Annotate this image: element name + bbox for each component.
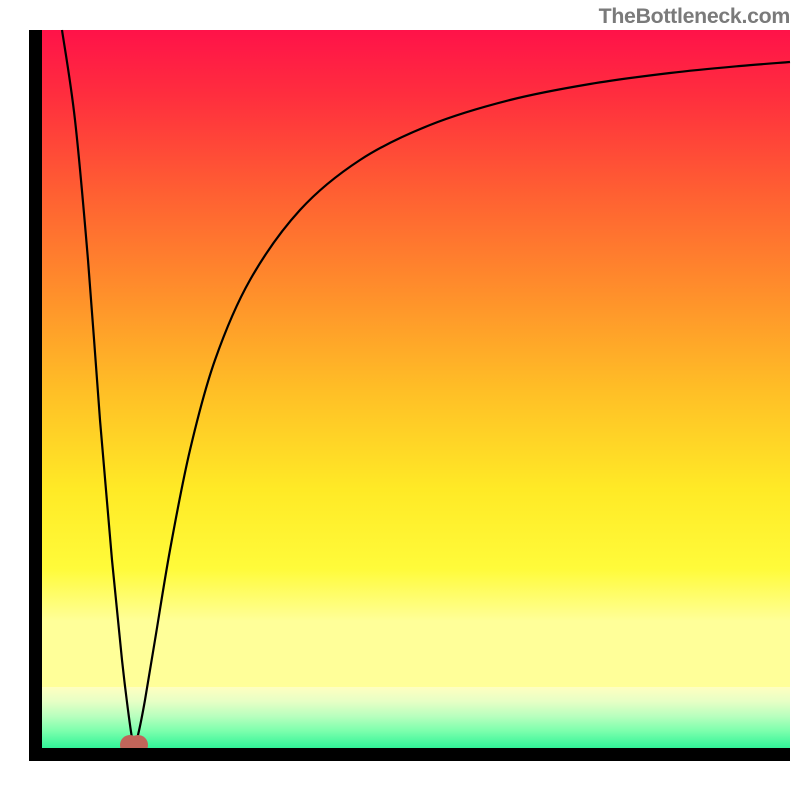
- x-axis: [29, 748, 790, 761]
- y-axis: [29, 30, 42, 760]
- bottleneck-curve: [0, 0, 800, 800]
- chart-container: TheBottleneck.com: [0, 0, 800, 800]
- watermark-text: TheBottleneck.com: [599, 4, 790, 29]
